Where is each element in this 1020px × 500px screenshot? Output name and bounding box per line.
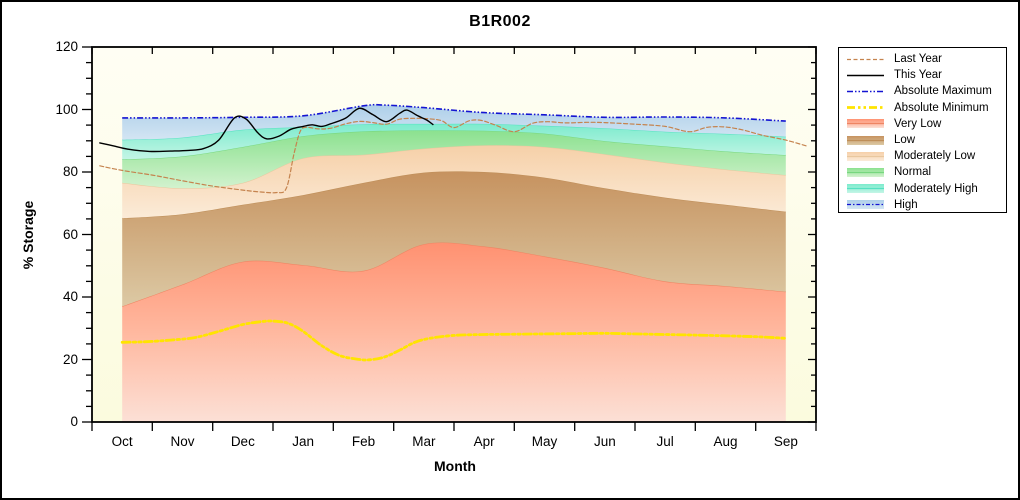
x-axis-tick-label: Aug (713, 434, 738, 449)
legend-line-swatch (847, 74, 884, 76)
x-axis-tick-label: Jul (656, 434, 674, 449)
legend: Last Year This Year Absolute Maximum Absolu… (838, 47, 1007, 213)
legend-label: Moderately Low (894, 150, 976, 163)
y-axis-tick-label: 20 (62, 351, 78, 367)
x-axis-tick-label: Oct (111, 434, 133, 449)
chart-title: B1R002 (469, 13, 531, 30)
legend-line-swatch (847, 106, 884, 110)
x-axis-title: Month (434, 458, 476, 474)
legend-item-moderately-high: Moderately High (839, 181, 1006, 197)
legend-label: Moderately High (894, 182, 978, 195)
legend-item-very-low: Very Low (839, 116, 1006, 132)
y-axis-tick-label: 0 (70, 414, 78, 429)
x-axis-tick-label: Nov (170, 434, 195, 449)
band-low (122, 171, 786, 307)
legend-label: Last Year (894, 53, 942, 66)
series-this-year (99, 107, 434, 153)
legend-band-swatch (847, 151, 884, 161)
legend-label: High (894, 198, 918, 211)
y-axis-tick-label: 40 (62, 289, 78, 304)
legend-label: Absolute Maximum (894, 85, 992, 98)
band-very-low (122, 242, 786, 422)
legend-band-swatch (847, 200, 884, 210)
legend-label: This Year (894, 69, 942, 82)
y-axis-tick-label: 80 (62, 164, 78, 179)
legend-item-last-year: Last Year (839, 51, 1006, 67)
legend-label: Absolute Minimum (894, 101, 989, 114)
y-axis-tick-label: 60 (62, 226, 78, 242)
legend-item-this-year: This Year (839, 67, 1006, 83)
legend-band-swatch (847, 119, 884, 129)
x-axis-tick-label: Jun (593, 434, 616, 449)
legend-label: Normal (894, 166, 932, 179)
legend-item-absolute-maximum: Absolute Maximum (839, 83, 1006, 99)
legend-band-swatch (847, 167, 884, 177)
series-absolute-minimum (120, 319, 788, 362)
legend-line-swatch (847, 90, 884, 93)
legend-item-normal: Normal (839, 164, 1006, 180)
y-axis-tick-label: 120 (55, 39, 78, 54)
x-axis-tick-label: Mar (412, 434, 436, 449)
legend-item-high: High (839, 197, 1006, 213)
x-axis-tick-label: May (531, 434, 558, 449)
x-axis-tick-label: Feb (351, 434, 376, 449)
legend-item-moderately-low: Moderately Low (839, 148, 1006, 164)
series-last-year (99, 117, 808, 194)
band-high (122, 104, 786, 140)
band-moderately-high (122, 123, 786, 160)
legend-item-absolute-minimum: Absolute Minimum (839, 100, 1006, 116)
band-normal (122, 130, 786, 189)
legend-label: Very Low (894, 117, 942, 130)
y-axis-tick-label: 100 (55, 101, 78, 117)
legend-item-low: Low (839, 132, 1006, 148)
legend-line-swatch (847, 58, 884, 60)
legend-band-swatch (847, 184, 884, 194)
plot-frame (91, 46, 817, 423)
legend-band-swatch (847, 135, 884, 145)
x-axis-tick-label: Sep (773, 434, 798, 449)
x-axis-tick-label: Jan (292, 434, 315, 449)
x-axis-tick-label: Apr (473, 434, 495, 449)
x-axis-tick-label: Dec (230, 434, 255, 449)
legend-label: Low (894, 134, 916, 147)
